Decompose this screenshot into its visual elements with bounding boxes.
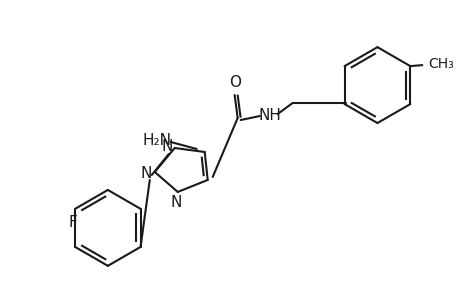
Text: O: O xyxy=(228,75,240,90)
Text: N: N xyxy=(170,195,181,210)
Text: H₂N: H₂N xyxy=(142,133,171,148)
Text: CH₃: CH₃ xyxy=(427,57,453,71)
Text: N: N xyxy=(140,167,151,182)
Text: F: F xyxy=(68,215,77,230)
Text: NH: NH xyxy=(257,108,280,123)
Text: N: N xyxy=(161,139,172,154)
